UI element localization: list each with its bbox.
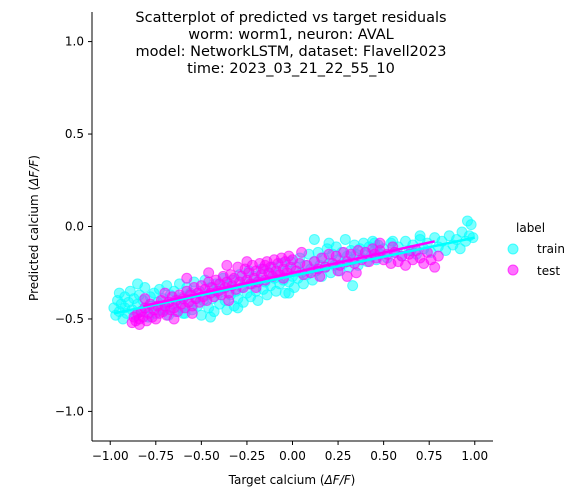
point-train-106 [297, 278, 309, 290]
point-test-144 [168, 313, 180, 325]
point-train-179 [308, 233, 320, 245]
point-train-181 [204, 311, 216, 323]
point-train-166 [440, 245, 452, 257]
x-tick-label: −1.00 [92, 449, 129, 463]
point-train-129 [339, 233, 351, 245]
y-tick-label: −0.5 [55, 312, 84, 326]
y-axis-label-math: ΔF/F [27, 159, 41, 187]
point-test-131 [159, 287, 171, 299]
legend: label train test [507, 221, 565, 278]
point-train-186 [414, 230, 426, 242]
fit-line-test [142, 240, 435, 308]
y-tick-label: 1.0 [65, 35, 84, 49]
point-train-175 [465, 219, 477, 231]
point-train-170 [454, 243, 466, 255]
point-train-178 [347, 280, 359, 292]
point-test-130 [139, 293, 151, 305]
fit-lines-layer [113, 236, 476, 315]
title-line-2: worm: worm1, neuron: AVAL [188, 27, 394, 43]
point-test-136 [259, 259, 271, 271]
legend-marker-test [507, 264, 519, 276]
chart-title: Scatterplot of predicted vs target resid… [135, 10, 446, 77]
point-test-139 [314, 270, 326, 282]
point-test-141 [350, 267, 362, 279]
x-tick-label: −0.50 [183, 449, 220, 463]
x-tick-label: 0.25 [325, 449, 352, 463]
x-tick-label: 0.00 [279, 449, 306, 463]
y-axis-label-suffix: ) [27, 155, 41, 160]
x-axis-label-suffix: ) [351, 473, 356, 487]
point-test-148 [341, 270, 353, 282]
point-test-145 [186, 307, 198, 319]
point-test-120 [400, 259, 412, 271]
y-axis-label-prefix: Predicted calcium ( [27, 186, 41, 301]
point-test-129 [432, 250, 444, 262]
point-test-135 [241, 256, 253, 268]
x-axis-label-prefix: Target calcium ( [228, 473, 325, 487]
point-test-134 [221, 259, 233, 271]
x-ticks: −1.00 −0.75 −0.50 −0.25 0.00 0.25 0.50 0.75 1.00 [92, 441, 488, 463]
point-train-183 [132, 278, 144, 290]
x-axis-label: Target calcium (ΔF/F) [228, 473, 356, 487]
y-tick-label: −1.0 [55, 404, 84, 418]
x-tick-label: 0.75 [416, 449, 443, 463]
point-train-86 [261, 289, 273, 301]
point-test-133 [203, 267, 215, 279]
y-tick-label: 0.0 [65, 220, 84, 234]
point-test-138 [296, 246, 308, 258]
fit-line-train [113, 236, 476, 315]
x-axis-label-math: ΔF/F [324, 473, 352, 487]
legend-label-train: train [537, 242, 565, 256]
point-train-177 [283, 287, 295, 299]
point-train-81 [252, 294, 264, 306]
x-tick-label: 1.00 [461, 449, 488, 463]
legend-label-test: test [537, 264, 560, 278]
y-axis-label: Predicted calcium (ΔF/F) [27, 155, 41, 301]
point-train-185 [323, 237, 335, 249]
legend-title: label [516, 221, 545, 235]
x-tick-label: −0.25 [229, 449, 266, 463]
y-tick-label: 0.5 [65, 127, 84, 141]
point-test-146 [223, 294, 235, 306]
x-tick-label: −0.75 [137, 449, 174, 463]
title-line-4: time: 2023_03_21_22_55_10 [187, 61, 395, 77]
title-line-3: model: NetworkLSTM, dataset: Flavell2023 [135, 44, 446, 60]
y-ticks: −1.0 −0.5 0.0 0.5 1.0 [55, 35, 92, 418]
legend-marker-train [507, 243, 519, 255]
point-test-132 [181, 272, 193, 284]
title-line-1: Scatterplot of predicted vs target resid… [135, 10, 446, 26]
point-train-188 [232, 302, 244, 314]
point-test-149 [374, 237, 386, 249]
point-test-128 [429, 261, 441, 273]
x-tick-label: 0.50 [370, 449, 397, 463]
